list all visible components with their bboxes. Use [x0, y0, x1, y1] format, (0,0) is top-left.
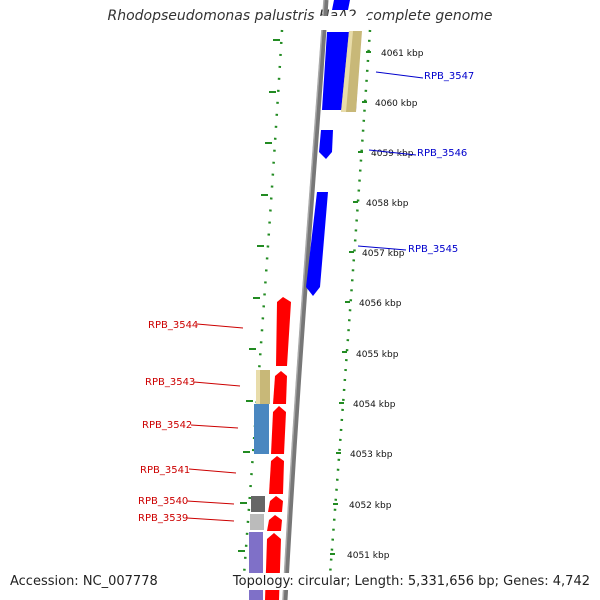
- gene-RPB_3545: [306, 192, 328, 296]
- gene-RPB_3544: [276, 297, 291, 366]
- tick-labels: 4061 kbp 4060 kbp 4059 kbp 4058 kbp 4057…: [347, 49, 424, 561]
- gene-RPB_3546: [319, 130, 333, 159]
- tick-label: 4051 kbp: [347, 551, 390, 561]
- label-forward: RPB_3547: [424, 71, 474, 82]
- gene-RPB_3540: [268, 496, 283, 512]
- feature-gray-light: [250, 514, 264, 530]
- label-forward: RPB_3546: [417, 148, 467, 159]
- feature-gray-dark: [251, 496, 265, 512]
- label-reverse: RPB_3542: [142, 420, 192, 431]
- topology-label: Topology: circular; Length: 5,331,656 bp…: [230, 573, 592, 590]
- tick-label: 4052 kbp: [349, 501, 392, 511]
- reverse-gene-labels: RPB_3544 RPB_3543 RPB_3542 RPB_3541 RPB_…: [138, 320, 244, 524]
- tick-label: 4055 kbp: [356, 350, 399, 360]
- gene-RPB_3543: [273, 371, 287, 404]
- gene-RPB_3539: [267, 515, 282, 531]
- tick-label: 4057 kbp: [362, 249, 405, 259]
- accession-label: Accession: NC_007778: [8, 573, 160, 590]
- tick-label: 4058 kbp: [366, 199, 409, 209]
- gene-RPB_3542: [271, 406, 286, 454]
- tick-label: 4056 kbp: [359, 299, 402, 309]
- inner-tick-marks: [238, 39, 280, 552]
- tick-label: 4059 kbp: [371, 149, 414, 159]
- gene-forward-small: [332, 0, 350, 10]
- tick-label: 4054 kbp: [353, 400, 396, 410]
- label-forward: RPB_3545: [408, 244, 458, 255]
- inner-dotted-track: [242, 29, 284, 576]
- label-reverse: RPB_3541: [140, 465, 190, 476]
- label-reverse: RPB_3544: [148, 320, 198, 331]
- backbone-line-dark: [282, 0, 329, 600]
- label-reverse: RPB_3543: [145, 377, 195, 388]
- backbone-line-light: [282, 0, 325, 600]
- tick-marks: [330, 51, 371, 555]
- forward-gene-labels: RPB_3547 RPB_3546 RPB_3545: [357, 71, 474, 255]
- feature-steel: [254, 404, 269, 454]
- label-reverse: RPB_3540: [138, 496, 188, 507]
- tick-label: 4060 kbp: [375, 99, 418, 109]
- tick-label: 4061 kbp: [381, 49, 424, 59]
- label-reverse: RPB_3539: [138, 513, 188, 524]
- gene-RPB_3541: [269, 456, 284, 494]
- tick-label: 4053 kbp: [350, 450, 393, 460]
- genome-title: Rhodopseudomonas palustris HaA2, complet…: [107, 8, 493, 24]
